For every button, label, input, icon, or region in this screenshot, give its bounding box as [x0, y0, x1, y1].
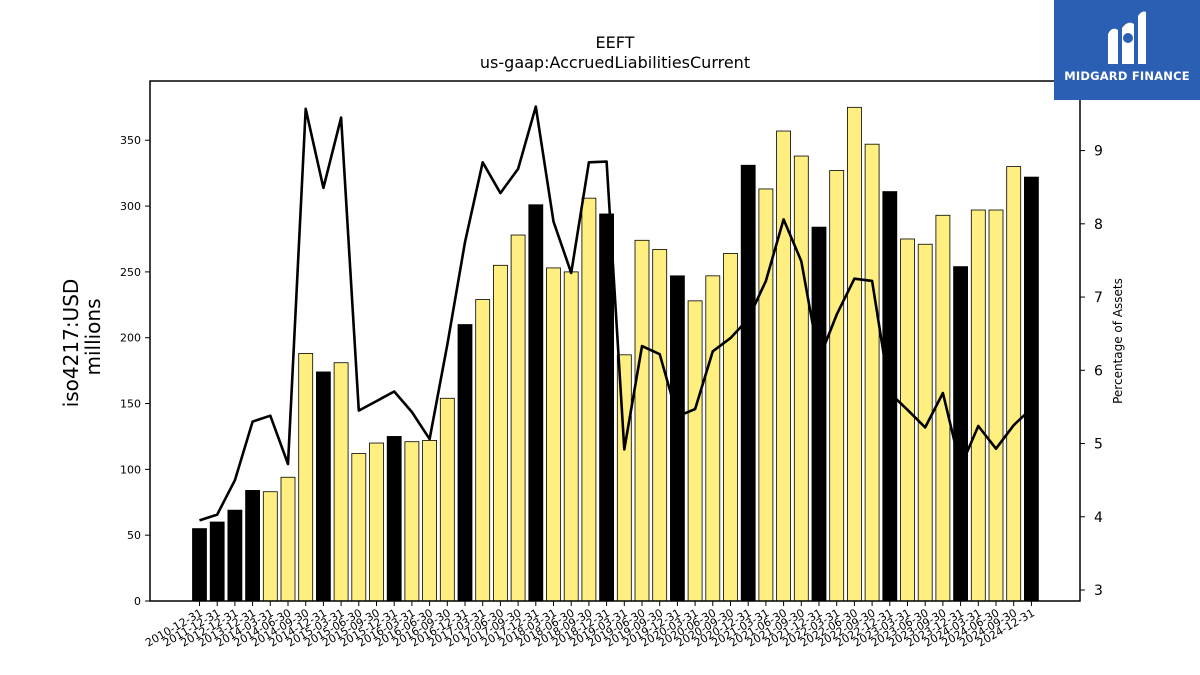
- bar: [245, 490, 261, 602]
- y-axis-unit-label: millions: [81, 298, 105, 375]
- bar: [811, 226, 827, 602]
- bar: [457, 324, 473, 602]
- bar: [687, 300, 703, 602]
- logo-text: MIDGARD FINANCE: [1064, 69, 1190, 83]
- bar: [510, 234, 526, 602]
- y2-axis-label: Percentage of Assets: [1111, 278, 1125, 404]
- y2-tick-label: 7: [1094, 290, 1103, 306]
- y2-tick-label: 9: [1094, 144, 1103, 160]
- y-tick-label: 100: [120, 463, 141, 476]
- bar: [758, 188, 774, 602]
- bar: [1024, 176, 1039, 602]
- chart-title: EEFT: [596, 33, 635, 52]
- bar: [315, 371, 331, 602]
- bar: [439, 397, 455, 602]
- bar: [209, 521, 225, 602]
- bar: [616, 354, 632, 602]
- bar: [864, 143, 880, 602]
- y-tick-label: 350: [120, 134, 141, 147]
- bar: [563, 271, 579, 602]
- y-tick-label: 200: [120, 332, 141, 345]
- bar: [900, 238, 915, 602]
- bar: [386, 436, 402, 602]
- y-axis-label: iso4217:USD: [59, 279, 83, 408]
- bar: [740, 164, 756, 602]
- bar: [723, 253, 738, 602]
- bar: [475, 299, 491, 602]
- bar: [369, 442, 384, 602]
- bar: [1006, 166, 1022, 602]
- bar: [829, 170, 845, 602]
- y2-tick-label: 8: [1094, 217, 1103, 233]
- y-tick-label: 50: [127, 529, 141, 542]
- bar: [351, 453, 367, 602]
- bar: [652, 249, 668, 602]
- bar: [333, 362, 349, 602]
- y2-tick-label: 4: [1094, 510, 1103, 526]
- y-tick-label: 0: [134, 595, 141, 608]
- y-tick-label: 250: [120, 266, 141, 279]
- bar: [705, 275, 721, 602]
- bar: [970, 209, 986, 602]
- bar: [492, 264, 508, 602]
- bar: [280, 476, 296, 602]
- bar: [634, 239, 650, 602]
- bar: [528, 204, 544, 602]
- bar: [546, 267, 561, 602]
- bar: [670, 275, 685, 602]
- bar: [192, 528, 207, 602]
- bar: [793, 155, 809, 602]
- y2-tick-label: 5: [1094, 437, 1103, 453]
- percentage-line: [199, 105, 1033, 522]
- midgard-finance-logo: MIDGARD FINANCE: [1054, 0, 1200, 100]
- y-tick-label: 150: [120, 398, 141, 411]
- bar: [953, 266, 968, 602]
- bar: [227, 509, 243, 602]
- y2-tick-label: 6: [1094, 363, 1103, 379]
- bar: [581, 197, 597, 602]
- bar: [847, 106, 862, 602]
- bar: [776, 130, 791, 602]
- bar: [599, 213, 614, 602]
- bar: [298, 353, 314, 602]
- y-tick-label: 300: [120, 200, 141, 213]
- bar: [262, 491, 278, 602]
- bar: [422, 439, 438, 602]
- y2-tick-label: 3: [1094, 583, 1103, 599]
- bar: [404, 441, 420, 602]
- bar: [988, 209, 1004, 602]
- brand-mark-icon: [1108, 11, 1146, 65]
- chart-subtitle: us-gaap:AccruedLiabilitiesCurrent: [480, 53, 750, 72]
- plot-frame: [149, 80, 1081, 602]
